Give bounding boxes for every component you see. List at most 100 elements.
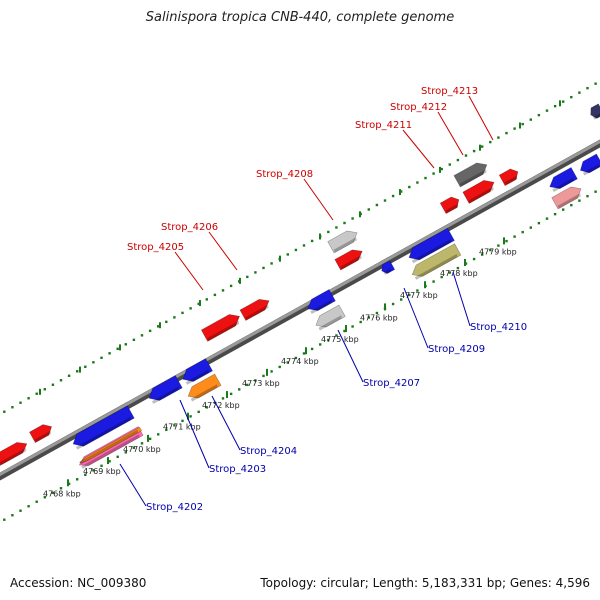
gene-label-reverse[interactable]: Strop_4204 [240,446,297,457]
track-dot [310,347,314,351]
track-dot [92,361,95,364]
gene-label-forward[interactable]: Strop_4206 [161,222,218,233]
gene-arrow[interactable] [179,358,213,386]
track-dot [327,230,330,234]
gene-arrow[interactable] [577,153,600,176]
track-dot [67,374,71,377]
gene-label-reverse[interactable]: Strop_4207 [363,378,420,389]
gene-arrow-shade [340,255,362,270]
gene-arrow[interactable] [0,439,30,466]
gene-label-forward[interactable]: Strop_4211 [355,120,412,131]
gene-arrow-body [411,243,462,277]
gene-arrow-shade [414,253,458,280]
gene-arrow-body [551,186,582,210]
track-dot [229,392,233,396]
track-dot [529,226,532,229]
gene-arrow-shade [552,177,574,192]
track-dot [497,136,500,139]
gene-arrow[interactable] [409,243,462,281]
track-dot [562,100,565,103]
gene-arrow-body [498,168,519,187]
gene-arrow-shade [245,304,269,321]
gene-arrow[interactable] [453,159,490,188]
gene-label-forward[interactable]: Strop_4205 [127,242,184,253]
track-dot [505,239,508,243]
gene-arrow[interactable] [78,426,142,465]
gene-arrow-body [381,260,396,274]
track-dot [157,433,160,436]
gene-arrow-body [307,289,336,311]
gene-arrow-body [72,405,135,447]
kbp-tick-label: 4774 kbp [281,357,319,366]
track-dot [578,199,581,202]
gene-arrow[interactable] [70,405,135,450]
gene-arrow-shade [445,203,459,214]
track-dot [213,401,217,405]
track-dot [456,158,460,162]
gene-label-reverse[interactable]: Strop_4210 [470,322,527,333]
track-dot [440,167,443,171]
gene-arrow[interactable] [305,289,336,315]
gene-arrow[interactable] [551,183,585,210]
track-dot [254,271,257,274]
gene-arrow[interactable] [379,260,396,276]
gene-label-forward[interactable]: Strop_4213 [421,86,478,97]
track-dot [400,190,403,193]
track-dot [3,410,6,413]
gene-arrow[interactable] [313,304,346,331]
track-dot [76,370,79,373]
gene-arrow[interactable] [334,246,365,271]
gene-arrow[interactable] [498,166,521,187]
gene-arrow-body [239,299,270,321]
track-dot [246,383,249,387]
gene-label-reverse[interactable]: Strop_4209 [428,344,485,355]
track-dot [35,392,38,395]
gene-arrow[interactable] [462,177,497,204]
gene-arrow[interactable] [146,375,183,405]
track-dot [197,302,200,306]
gene-arrow-shade [34,430,52,443]
gene-arrow-body [315,304,346,328]
track-dot [335,226,338,229]
gene-label-reverse[interactable]: Strop_4202 [146,502,203,513]
gene-arrow-shade [79,429,139,465]
gene-arrow[interactable] [29,421,54,443]
kbp-tick-label: 4771 kbp [163,423,201,432]
track-dot [432,172,435,175]
track-dot [189,415,192,418]
gene-arrow[interactable] [588,103,600,120]
track-dot [221,289,225,292]
gene-arrow-shade [0,447,27,466]
gene-arrow[interactable] [406,227,455,264]
track-dot [391,194,395,198]
track-dot [221,397,225,400]
gene-arrow[interactable] [439,194,462,215]
gene-label-reverse[interactable]: Strop_4203 [209,464,266,475]
track-dot [545,109,549,112]
track-dot [27,397,30,400]
gene-arrow[interactable] [327,227,361,254]
gene-arrow-shade [318,315,342,331]
leader-line [208,231,238,271]
gene-arrow-shade [81,434,140,469]
gene-arrow-shade [582,164,600,176]
gene-arrow[interactable] [239,295,272,321]
track-dot [448,163,451,166]
gene-arrow-body [334,249,363,271]
track-dot [351,217,354,220]
gene-label-forward[interactable]: Strop_4212 [390,102,447,113]
track-dot [181,311,184,315]
gene-arrow[interactable] [185,373,222,402]
track-dot [262,374,265,378]
gene-arrow-body [182,358,213,382]
gene-arrow[interactable] [200,311,242,342]
track-dot [464,154,468,157]
track-dot [343,329,346,333]
track-dot [529,118,532,121]
track-dot [286,253,289,256]
label-leader-lines [119,95,494,507]
kbp-tick-label: 4768 kbp [43,489,81,498]
track-dot [521,122,524,126]
gene-arrow[interactable] [547,167,578,193]
gene-label-forward[interactable]: Strop_4208 [256,169,313,180]
